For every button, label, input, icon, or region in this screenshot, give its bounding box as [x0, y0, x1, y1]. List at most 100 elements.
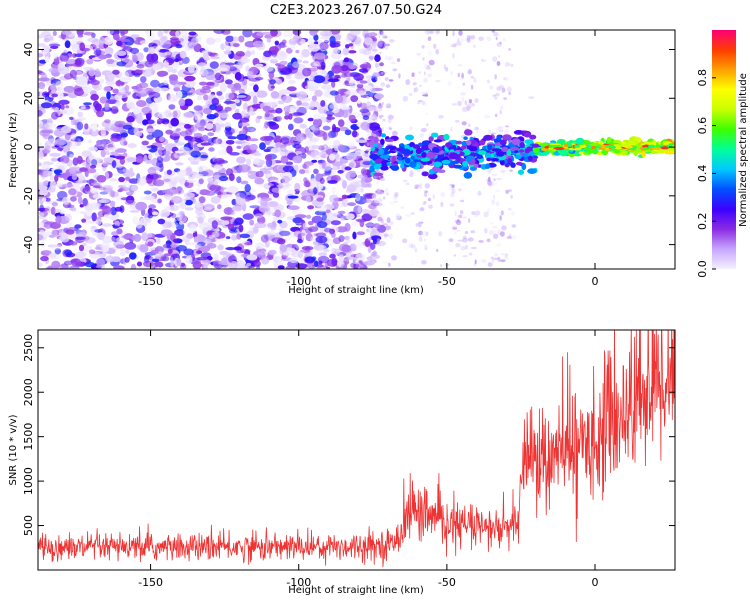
spectrogram-cell — [380, 166, 389, 171]
spectrogram-cell — [164, 51, 172, 56]
spectrogram-cell — [59, 209, 65, 215]
spectrogram-cell — [368, 209, 380, 217]
spectrogram-cell — [176, 90, 183, 99]
spectrogram-cell — [65, 213, 72, 222]
spectrogram-cell — [647, 144, 656, 148]
spectrogram-cell — [120, 197, 132, 201]
spectrogram-cell — [87, 139, 93, 144]
spectrogram-cell — [387, 118, 392, 124]
spectrogram-cell — [342, 106, 351, 110]
spectrogram-cell — [325, 116, 335, 120]
spectrogram-cell — [184, 199, 193, 206]
spectrogram-cell — [141, 232, 148, 242]
spectrogram-cell — [373, 136, 379, 143]
spectrogram-cell — [213, 253, 219, 261]
spectrogram-cell — [423, 71, 426, 76]
spectrogram-cell — [496, 135, 502, 141]
spectrogram-cell — [91, 225, 97, 230]
spectrogram-cell — [286, 189, 296, 195]
spectrogram-cell — [213, 30, 225, 34]
spectrogram-cell — [203, 52, 209, 61]
spectrogram-cell — [303, 177, 308, 183]
spectrogram-cell — [498, 55, 501, 58]
spectrogram-cell — [374, 93, 384, 99]
spectrogram-cell — [457, 239, 464, 242]
spectrogram-cell — [57, 66, 70, 75]
spectrogram-cell — [220, 257, 230, 266]
spectrogram-cell — [642, 147, 650, 151]
spectrogram-cell — [118, 176, 125, 183]
spectrogram-cell — [464, 231, 469, 234]
spectrogram-cell — [364, 194, 375, 200]
spectrogram-cell — [302, 60, 309, 64]
spectrogram-cell — [231, 234, 238, 241]
spectrogram-cell — [38, 70, 43, 74]
spectrogram-cell — [234, 217, 244, 225]
spectrogram-frame — [37, 29, 676, 270]
spectrogram-cell — [500, 210, 504, 216]
y-tick-label: 2000 — [22, 378, 35, 406]
spectrogram-cell — [306, 214, 312, 219]
spectrogram-cell — [71, 258, 81, 267]
spectrogram-cell — [507, 157, 512, 165]
spectrogram-cell — [369, 88, 376, 91]
spectrogram-cell — [127, 143, 137, 149]
spectrogram-cell — [333, 248, 341, 256]
spectrogram-cell — [56, 147, 63, 151]
spectrogram-cell — [196, 96, 203, 101]
spectrogram-cell — [467, 70, 472, 75]
spectrogram-cell — [454, 119, 460, 123]
spectrogram-cell — [51, 260, 61, 269]
spectrogram-cell — [229, 152, 240, 156]
spectrogram-cell — [62, 30, 72, 35]
spectrogram-cell — [360, 121, 370, 131]
spectrogram-cell — [103, 213, 113, 218]
spectrogram-cell — [205, 123, 214, 130]
spectrogram-cell — [423, 201, 427, 204]
spectrogram-cell — [168, 74, 179, 81]
spectrogram-cell — [462, 82, 466, 86]
spectrogram-cell — [174, 150, 184, 154]
snr-x-label: Height of straight line (km) — [288, 585, 424, 596]
spectrogram-cell — [668, 143, 673, 147]
spectrogram-cell — [248, 138, 259, 142]
spectrogram-cell — [457, 218, 460, 222]
spectrogram-cell — [471, 246, 477, 250]
spectrogram-cell — [236, 145, 242, 149]
spectrogram-cell — [192, 173, 204, 179]
spectrogram-cell — [501, 225, 507, 231]
spectrogram-cell — [311, 159, 318, 163]
spectrogram-cell — [463, 235, 467, 240]
spectrogram-cell — [345, 35, 353, 43]
spectrogram-cell — [129, 209, 140, 213]
spectrogram-cell — [500, 253, 505, 256]
spectrogram-cell — [100, 149, 106, 158]
spectrogram-cell — [50, 101, 57, 109]
spectrogram-cell — [300, 102, 309, 107]
spectrogram-cell — [386, 126, 390, 130]
spectrogram-cell — [313, 75, 326, 84]
spectrogram-cell — [112, 69, 120, 75]
spectrogram-cell — [215, 105, 224, 112]
spectrogram-cell — [132, 54, 138, 63]
spectrogram-cell — [307, 117, 314, 122]
spectrogram-cell — [483, 227, 488, 234]
spectrogram-cell — [343, 235, 350, 240]
spectrogram-cell — [121, 234, 133, 239]
spectrogram-cell — [526, 146, 533, 152]
spectrogram-cell — [420, 158, 431, 162]
spectrogram-cell — [136, 100, 147, 107]
spectrogram-cell — [239, 233, 251, 239]
spectrogram-cell — [343, 257, 350, 266]
spectrogram-cell — [276, 257, 282, 265]
spectrogram-cell — [461, 140, 468, 147]
spectrogram-cell — [356, 231, 366, 236]
spectrogram-cell — [478, 36, 484, 41]
spectrogram-cell — [493, 178, 496, 182]
spectrogram-cell — [511, 211, 515, 216]
spectrogram-cell — [428, 133, 431, 137]
spectrogram-cell — [423, 244, 429, 249]
spectrogram-cell — [292, 155, 302, 164]
spectrogram-cell — [500, 231, 505, 237]
spectrogram-cell — [369, 165, 376, 172]
